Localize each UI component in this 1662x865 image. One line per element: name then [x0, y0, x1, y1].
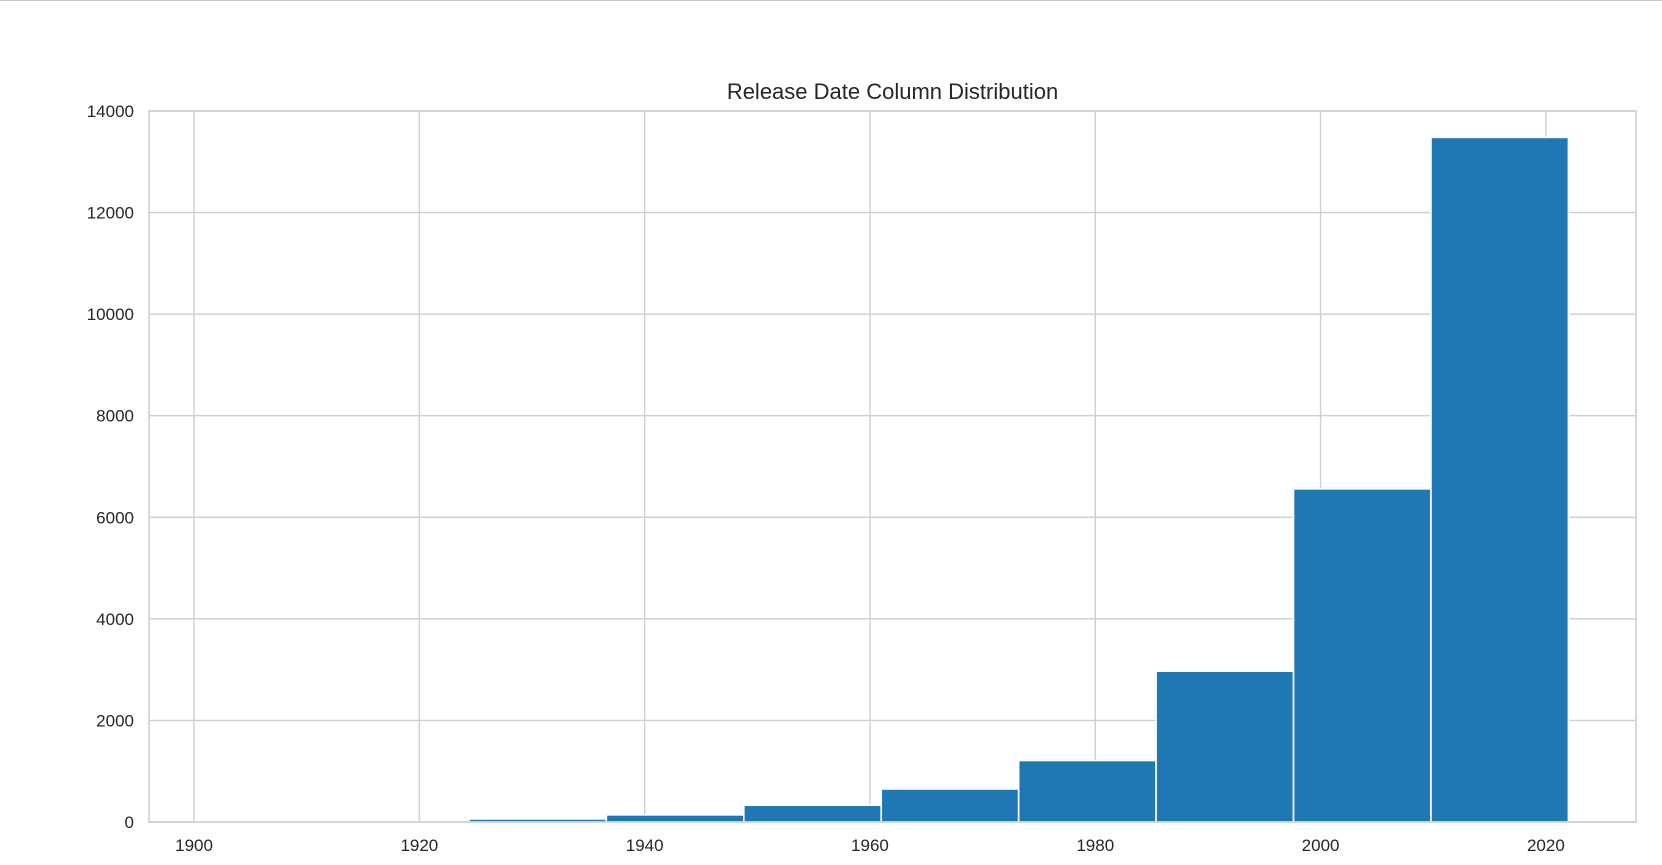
histogram-bar [880, 788, 1020, 823]
histogram-bar [1155, 670, 1295, 823]
chart-title: Release Date Column Distribution [727, 79, 1058, 104]
y-tick-label: 4000 [96, 610, 134, 629]
x-tick-label: 1940 [626, 836, 664, 855]
y-tick-label: 12000 [87, 204, 134, 223]
y-axis-ticks: 0 2000 4000 6000 8000 10000 12000 14000 [87, 102, 134, 832]
histogram-bar [605, 814, 745, 823]
x-tick-label: 1900 [175, 836, 213, 855]
histogram-bar [1430, 136, 1570, 823]
histogram-bar [742, 804, 883, 823]
bars [193, 136, 1570, 823]
x-tick-label: 1960 [851, 836, 889, 855]
x-tick-label: 1920 [400, 836, 438, 855]
y-tick-label: 8000 [96, 407, 134, 426]
y-tick-label: 6000 [96, 508, 134, 527]
plot-frame [148, 110, 1637, 823]
x-tick-label: 2020 [1527, 836, 1565, 855]
x-axis-ticks: 1900 1920 1940 1960 1980 2000 2020 [175, 836, 1565, 855]
y-tick-label: 0 [125, 813, 134, 832]
y-tick-label: 10000 [87, 305, 134, 324]
y-tick-label: 14000 [87, 102, 134, 121]
x-tick-label: 1980 [1076, 836, 1114, 855]
histogram-bar [1017, 759, 1157, 823]
histogram-bar [1292, 488, 1432, 823]
y-tick-label: 2000 [96, 711, 134, 730]
top-border [0, 0, 1662, 1]
x-tick-label: 2000 [1302, 836, 1340, 855]
